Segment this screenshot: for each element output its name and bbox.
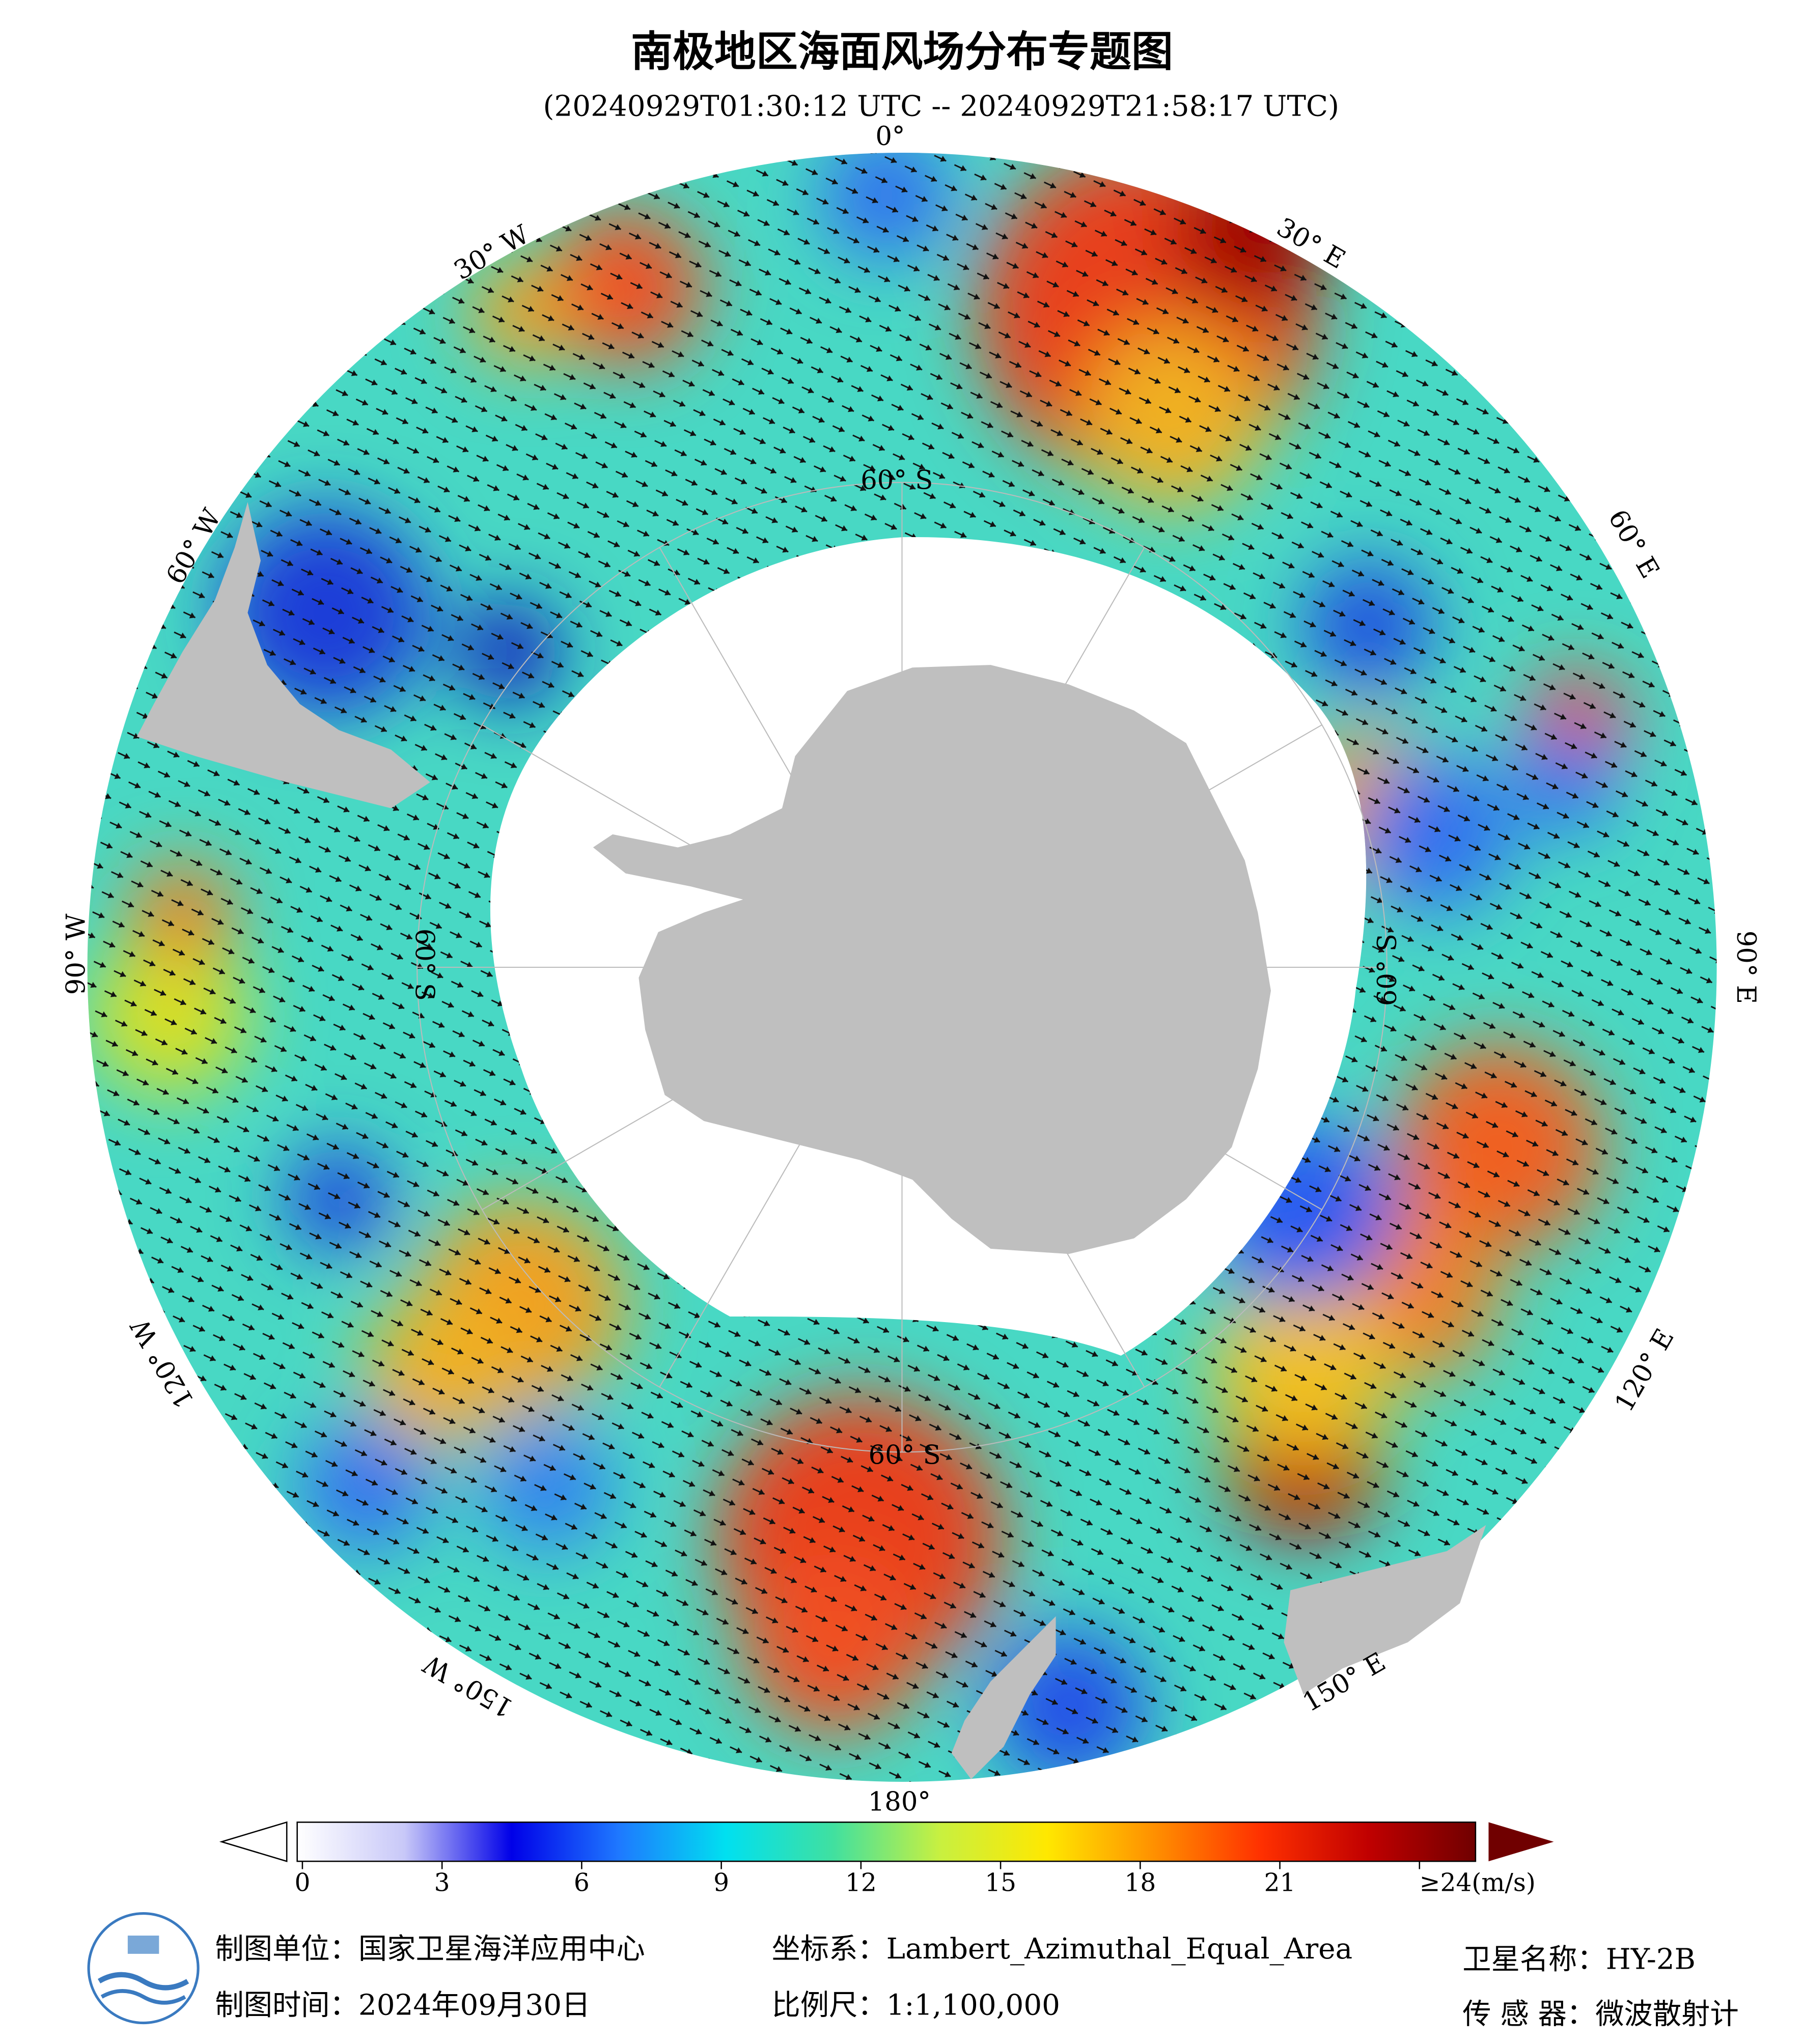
colorbar-tick-label: 3 [434, 1869, 450, 1897]
colorbar-tick-label: 18 [1124, 1869, 1156, 1897]
new-zealand [951, 1616, 1056, 1779]
colorbar-tick-label: ≥24(m/s) [1420, 1869, 1536, 1897]
colorbar-tick-label: 12 [845, 1869, 877, 1897]
antarctica [593, 665, 1271, 1254]
info-producer: 制图单位：国家卫星海洋应用中心 [215, 1933, 645, 1966]
lon-label: 0° [875, 121, 905, 152]
info-satellite: 卫星名称：HY-2B [1462, 1943, 1696, 1976]
lat-label: 60° S [409, 929, 439, 1001]
lat-label: 60° S [861, 465, 933, 496]
lon-label: 90° E [1731, 931, 1761, 1004]
info-date: 制图时间：2024年09月30日 [215, 1989, 590, 2022]
info-projection: 坐标系：Lambert_Azimuthal_Equal_Area [772, 1933, 1353, 1966]
colorbar-tick-label: 15 [985, 1869, 1016, 1897]
colorbar-tick-label: 9 [713, 1869, 729, 1897]
colorbar-tick-label: 6 [574, 1869, 590, 1897]
colorbar-tick-label: 0 [294, 1869, 310, 1897]
logo [87, 1912, 200, 2025]
lat-label: 60° S [1372, 934, 1403, 1006]
colorbar-bar [296, 1822, 1477, 1862]
colorbar-tick-label: 21 [1264, 1869, 1296, 1897]
colorbar-under [219, 1821, 288, 1862]
colorbar-over [1488, 1822, 1554, 1862]
south-america [136, 502, 430, 808]
info-sensor: 传 感 器：微波散射计 [1462, 1998, 1738, 2031]
colorbar: 0 3 6 9 12 15 18 21 ≥24(m/s) [219, 1821, 1554, 1897]
australia [1284, 1525, 1486, 1695]
land [136, 502, 1486, 1779]
lat-label: 60° S [869, 1440, 941, 1471]
lon-label: 180° [868, 1786, 931, 1817]
wind-field [87, 152, 1717, 1782]
subtitle: (20240929T01:30:12 UTC -- 20240929T21:58… [543, 90, 1340, 123]
info-scale: 比例尺：1:1,100,000 [772, 1989, 1061, 2022]
title: 南极地区海面风场分布专题图 [631, 27, 1173, 76]
lon-label: 90° W [61, 913, 92, 995]
